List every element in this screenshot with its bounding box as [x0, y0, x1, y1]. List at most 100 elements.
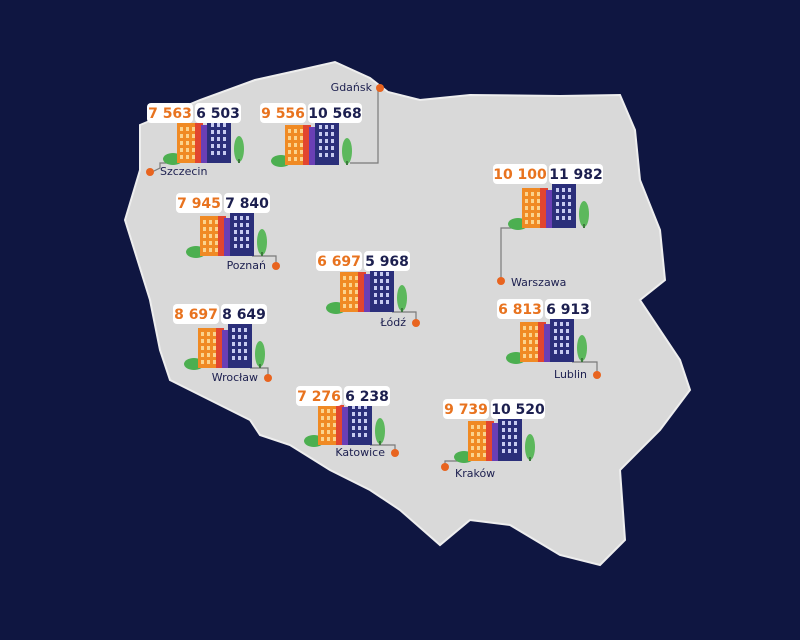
window: [374, 293, 377, 297]
window: [355, 304, 358, 308]
tree: [579, 201, 589, 227]
window: [232, 356, 235, 360]
window: [333, 416, 336, 420]
value-label: 10 568: [308, 106, 362, 122]
purple-building: [546, 190, 554, 228]
window: [234, 230, 237, 234]
window: [358, 426, 361, 430]
window: [240, 237, 243, 241]
window: [234, 216, 237, 220]
window: [537, 213, 540, 217]
value-label: 6 913: [546, 302, 590, 318]
value-box: [147, 103, 193, 123]
window: [535, 354, 538, 358]
window: [300, 129, 303, 133]
window: [523, 354, 526, 358]
city: 7 945 7 840 Poznań: [176, 193, 280, 272]
window: [180, 127, 183, 131]
purple-building: [492, 423, 500, 461]
window: [364, 426, 367, 430]
window: [240, 216, 243, 220]
window: [180, 134, 183, 138]
window: [234, 223, 237, 227]
window: [186, 155, 189, 159]
window: [223, 123, 226, 127]
red-building-side: [538, 322, 546, 362]
value-box: [316, 251, 362, 271]
window: [238, 356, 241, 360]
window: [355, 290, 358, 294]
window: [374, 272, 377, 276]
window: [232, 342, 235, 346]
window: [186, 141, 189, 145]
window: [502, 421, 505, 425]
window: [358, 419, 361, 423]
window: [234, 237, 237, 241]
window: [380, 286, 383, 290]
window: [502, 435, 505, 439]
window: [352, 412, 355, 416]
window: [386, 293, 389, 297]
window: [201, 353, 204, 357]
window: [355, 276, 358, 280]
window: [566, 322, 569, 326]
window: [209, 248, 212, 252]
window: [560, 322, 563, 326]
window: [529, 326, 532, 330]
window: [240, 230, 243, 234]
value-label: 9 739: [444, 402, 488, 418]
window: [560, 336, 563, 340]
window: [525, 213, 528, 217]
window: [525, 206, 528, 210]
city: 9 556 10 568 Gdańsk: [260, 81, 384, 167]
window: [535, 333, 538, 337]
window: [331, 139, 334, 143]
window: [483, 439, 486, 443]
purple-building: [364, 274, 372, 312]
window: [554, 329, 557, 333]
window: [349, 283, 352, 287]
window: [537, 206, 540, 210]
window: [325, 146, 328, 150]
window: [232, 328, 235, 332]
window: [217, 144, 220, 148]
window: [352, 426, 355, 430]
window: [386, 300, 389, 304]
window: [331, 153, 334, 157]
red-building-side: [216, 328, 224, 368]
window: [343, 304, 346, 308]
window: [380, 293, 383, 297]
window: [560, 350, 563, 354]
value-label: 10 520: [491, 402, 545, 418]
window: [531, 192, 534, 196]
window: [246, 244, 249, 248]
window: [192, 127, 195, 131]
window: [321, 430, 324, 434]
window: [525, 220, 528, 224]
window: [325, 153, 328, 157]
window: [192, 134, 195, 138]
window: [223, 137, 226, 141]
window: [246, 237, 249, 241]
window: [209, 227, 212, 231]
window: [180, 155, 183, 159]
city-dot: [146, 168, 154, 176]
window: [203, 234, 206, 238]
window: [568, 202, 571, 206]
window: [203, 241, 206, 245]
window: [352, 419, 355, 423]
window: [213, 353, 216, 357]
value-label: 9 556: [261, 106, 305, 122]
city-dot: [593, 371, 601, 379]
window: [319, 153, 322, 157]
window: [562, 216, 565, 220]
city: 8 697 8 649 Wrocław: [173, 304, 272, 384]
city-dot: [272, 262, 280, 270]
window: [343, 297, 346, 301]
window: [207, 339, 210, 343]
value-box: [260, 103, 306, 123]
window: [386, 279, 389, 283]
window: [349, 297, 352, 301]
value-box: [443, 399, 489, 419]
city: 10 100 11 982 Warszawa: [493, 164, 603, 289]
